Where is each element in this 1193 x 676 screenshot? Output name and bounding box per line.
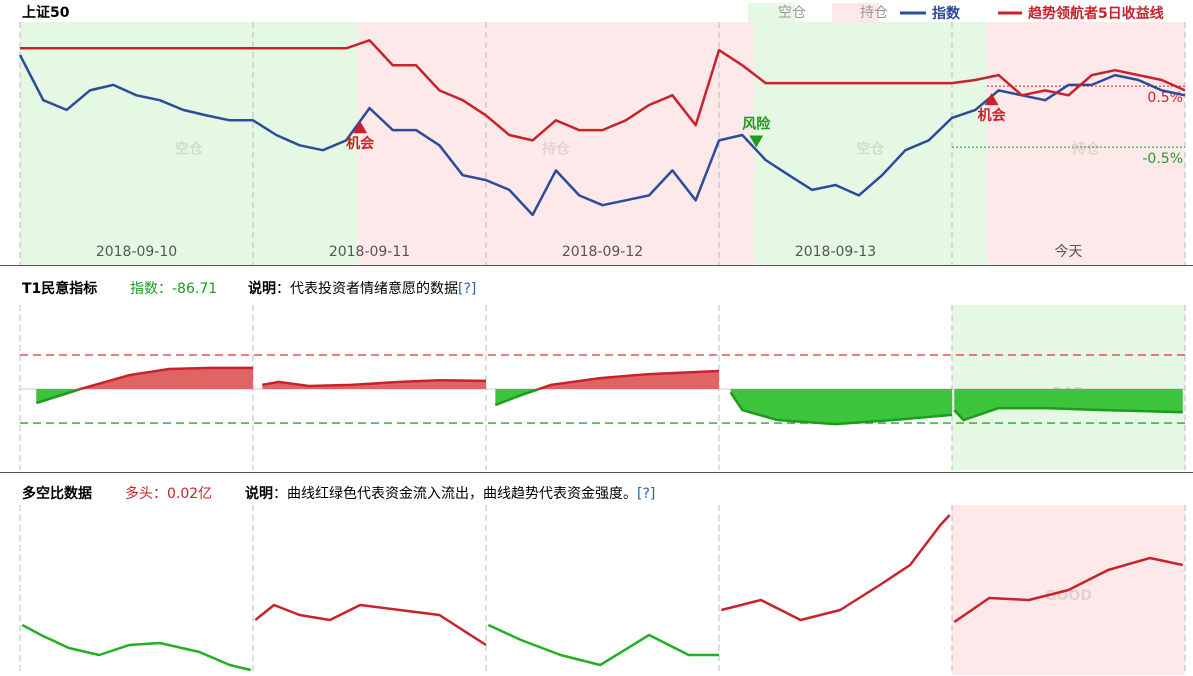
area-line: [262, 378, 487, 388]
x-tick-label: 2018-09-12: [562, 244, 643, 260]
legend-swatch: [832, 3, 879, 23]
chart-title: 上证50: [22, 5, 70, 21]
flow-line: [21, 623, 251, 672]
series-line: [20, 39, 1186, 142]
panel-header: 多空比数据 多头：0.02亿 说明：曲线红绿色代表资金流入流出，曲线趋势代表资金…: [22, 485, 655, 502]
signal-label: 机会: [978, 107, 1007, 124]
area-fill: [730, 389, 952, 425]
panel-title: 多空比数据: [22, 485, 92, 502]
note-label: 说明: [248, 280, 276, 297]
x-tick-label: 今天: [1055, 244, 1083, 260]
signal-marker: [984, 93, 999, 106]
x-tick-label: 2018-09-11: [329, 244, 410, 260]
help-link[interactable]: [?]: [637, 486, 655, 502]
legend-label: 空仓: [778, 5, 806, 21]
flow-line: [953, 556, 1183, 624]
note: ：代表投资者情绪意愿的数据: [276, 280, 458, 297]
watermark: 空仓: [175, 141, 204, 158]
area-fill: [495, 371, 719, 405]
legend-label: 持仓: [860, 5, 888, 21]
x-tick-label: 2018-09-10: [96, 244, 177, 260]
signal-label: 机会: [346, 135, 375, 152]
area-fill: [954, 389, 1183, 420]
help-link[interactable]: [?]: [458, 281, 476, 297]
region: [986, 22, 1185, 265]
indicator: 多头：0.02亿: [125, 485, 212, 502]
legend-label: 指数: [932, 5, 961, 22]
reference-label: -0.5%: [1142, 151, 1183, 167]
signal-marker: [353, 121, 368, 134]
signal-label: 风险: [742, 115, 771, 132]
legend-label: 趋势领航者5日收益线: [1028, 5, 1164, 22]
area-line: [729, 391, 953, 426]
region: [753, 22, 987, 265]
watermark: 持仓: [542, 141, 571, 158]
flow-line: [720, 514, 951, 622]
panel-header: T1民意指标 指数：-86.71 说明：代表投资者情绪意愿的数据[?]: [22, 280, 476, 297]
region: [357, 22, 754, 265]
watermark: 持仓: [1072, 141, 1101, 158]
indicator: 指数：-86.71: [130, 281, 217, 297]
legend-swatch: [748, 3, 795, 23]
watermark: 空仓: [856, 141, 885, 158]
signal-marker: [749, 135, 764, 148]
flow-line: [487, 623, 719, 667]
note: ：曲线红绿色代表资金流入流出，曲线趋势代表资金强度。: [273, 485, 637, 502]
note-label: 说明: [245, 485, 273, 502]
area-line: [35, 366, 253, 405]
area-line: [494, 369, 720, 407]
area-fill: [36, 367, 253, 403]
x-tick-label: 2018-09-13: [795, 244, 876, 260]
panel-title: T1民意指标: [22, 280, 97, 297]
area-line: [953, 406, 1183, 422]
highlight: [952, 305, 1185, 470]
region: [20, 22, 358, 265]
flow-line: [254, 603, 487, 647]
